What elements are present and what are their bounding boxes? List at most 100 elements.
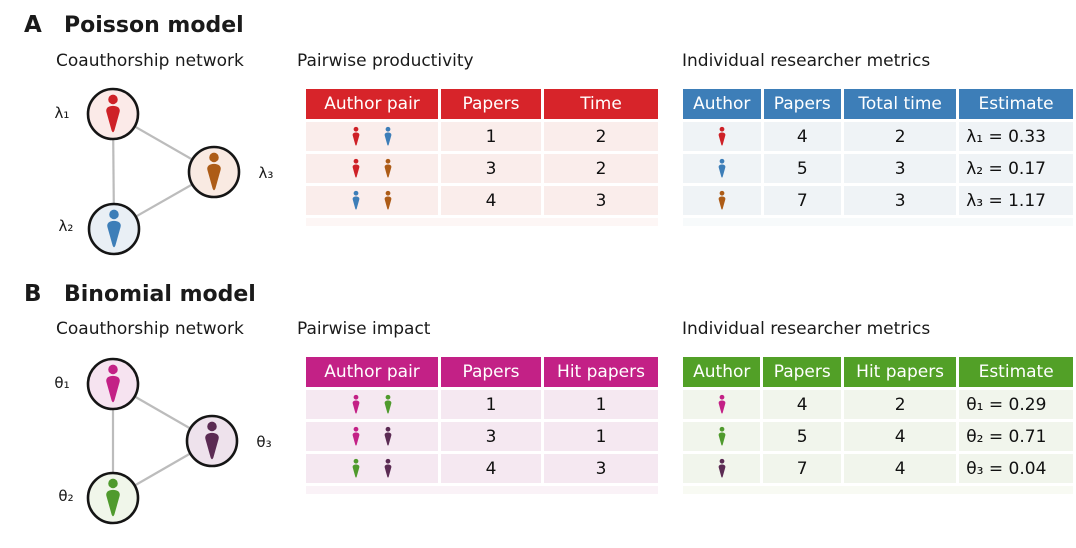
person-icon-orange	[384, 158, 392, 178]
table-row: 4 3	[306, 186, 658, 215]
node-label-lambda1: λ₁	[55, 104, 70, 122]
hit-papers-cell: 4	[843, 454, 957, 483]
column-header-papers: Papers	[441, 89, 541, 119]
column-header-author-pair: Author pair	[306, 89, 438, 119]
estimate-cell: θ₁ = 0.29	[959, 390, 1073, 419]
person-icon-magenta	[352, 426, 360, 446]
table-row: 5 4 θ₂ = 0.71	[683, 422, 1073, 451]
individual-b-title: Individual researcher metrics	[682, 319, 931, 339]
node-label-theta3: θ₃	[256, 433, 271, 451]
papers-cell: 4	[441, 186, 541, 215]
person-icon-green	[384, 394, 392, 414]
person-icon-purple	[718, 458, 726, 478]
author-cell	[683, 454, 761, 483]
author-cell	[683, 154, 761, 183]
estimate-cell: λ₂ = 0.17	[959, 154, 1073, 183]
papers-cell: 1	[441, 390, 541, 419]
panel-b-title: Binomial model	[64, 282, 256, 307]
person-icon-blue	[352, 190, 360, 210]
author-cell	[683, 390, 761, 419]
column-header-estimate: Estimate	[959, 357, 1073, 387]
table-row: 1 1	[306, 390, 658, 419]
individual-a-title: Individual researcher metrics	[682, 51, 931, 71]
person-icon-orange	[384, 190, 392, 210]
coauthorship-network-b: θ₁ θ₂ θ₃	[54, 357, 272, 525]
author-pair-cell	[306, 122, 438, 151]
node-label-theta2: θ₂	[58, 487, 73, 505]
table-footer-strip	[683, 218, 1073, 226]
column-header-estimate: Estimate	[959, 89, 1073, 119]
total-time-cell: 2	[844, 122, 957, 151]
author-pair-cell	[306, 154, 438, 183]
table-row: 3 2	[306, 154, 658, 183]
papers-cell: 7	[763, 186, 842, 215]
author-pair-cell	[306, 390, 438, 419]
papers-cell: 1	[441, 122, 541, 151]
person-icon-blue	[384, 126, 392, 146]
estimate-cell: θ₃ = 0.04	[959, 454, 1073, 483]
panel-a-letter: A	[24, 12, 42, 38]
coauthorship-network-a: λ₁ λ₂ λ₃	[55, 87, 273, 256]
table-footer-strip	[306, 218, 658, 226]
papers-cell: 5	[763, 154, 842, 183]
hit-papers-cell: 1	[544, 390, 658, 419]
table-footer-strip	[683, 486, 1073, 494]
column-header-hit-papers: Hit papers	[544, 357, 658, 387]
person-icon-red	[352, 158, 360, 178]
node-label-lambda2: λ₂	[59, 217, 74, 235]
pairwise-productivity-table: Author pair Papers Time 1 2 3 2	[303, 86, 661, 229]
column-header-time: Time	[544, 89, 658, 119]
table-row: 7 3 λ₃ = 1.17	[683, 186, 1073, 215]
table-row: 1 2	[306, 122, 658, 151]
person-icon-magenta	[352, 394, 360, 414]
table-row: 4 3	[306, 454, 658, 483]
network-b-title: Coauthorship network	[56, 319, 244, 339]
author-pair-cell	[306, 186, 438, 215]
table-footer-strip	[306, 486, 658, 494]
author-cell	[683, 122, 761, 151]
pairwise-impact-table: Author pair Papers Hit papers 1 1 3 1	[303, 354, 661, 497]
pairwise-b-title: Pairwise impact	[297, 319, 431, 339]
person-icon-red	[718, 126, 726, 146]
table-row: 3 1	[306, 422, 658, 451]
column-header-papers: Papers	[763, 89, 842, 119]
time-cell: 2	[544, 122, 658, 151]
individual-metrics-table-b: Author Papers Hit papers Estimate 4 2 θ₁…	[680, 354, 1076, 497]
person-icon-red	[352, 126, 360, 146]
author-cell	[683, 186, 761, 215]
node-label-theta1: θ₁	[54, 374, 69, 392]
estimate-cell: λ₃ = 1.17	[959, 186, 1073, 215]
person-icon-blue	[718, 158, 726, 178]
author-pair-cell	[306, 422, 438, 451]
hit-papers-cell: 2	[843, 390, 957, 419]
column-header-hit-papers: Hit papers	[843, 357, 957, 387]
person-icon-magenta	[718, 394, 726, 414]
time-cell: 3	[544, 186, 658, 215]
hit-papers-cell: 4	[843, 422, 957, 451]
papers-cell: 4	[441, 454, 541, 483]
table-row: 4 2 λ₁ = 0.33	[683, 122, 1073, 151]
author-pair-cell	[306, 454, 438, 483]
column-header-total-time: Total time	[844, 89, 957, 119]
table-row: 4 2 θ₁ = 0.29	[683, 390, 1073, 419]
person-icon-green	[352, 458, 360, 478]
panel-a-title: Poisson model	[64, 13, 244, 38]
column-header-papers: Papers	[763, 357, 841, 387]
hit-papers-cell: 3	[544, 454, 658, 483]
total-time-cell: 3	[844, 154, 957, 183]
column-header-papers: Papers	[441, 357, 541, 387]
papers-cell: 3	[441, 154, 541, 183]
papers-cell: 4	[763, 122, 842, 151]
table-row: 5 3 λ₂ = 0.17	[683, 154, 1073, 183]
papers-cell: 7	[763, 454, 841, 483]
panel-b-letter: B	[24, 281, 42, 307]
person-icon-orange	[718, 190, 726, 210]
author-cell	[683, 422, 761, 451]
papers-cell: 4	[763, 390, 841, 419]
person-icon-purple	[384, 458, 392, 478]
table-row: 7 4 θ₃ = 0.04	[683, 454, 1073, 483]
column-header-author-pair: Author pair	[306, 357, 438, 387]
person-icon-purple	[384, 426, 392, 446]
individual-metrics-table-a: Author Papers Total time Estimate 4 2 λ₁…	[680, 86, 1076, 229]
